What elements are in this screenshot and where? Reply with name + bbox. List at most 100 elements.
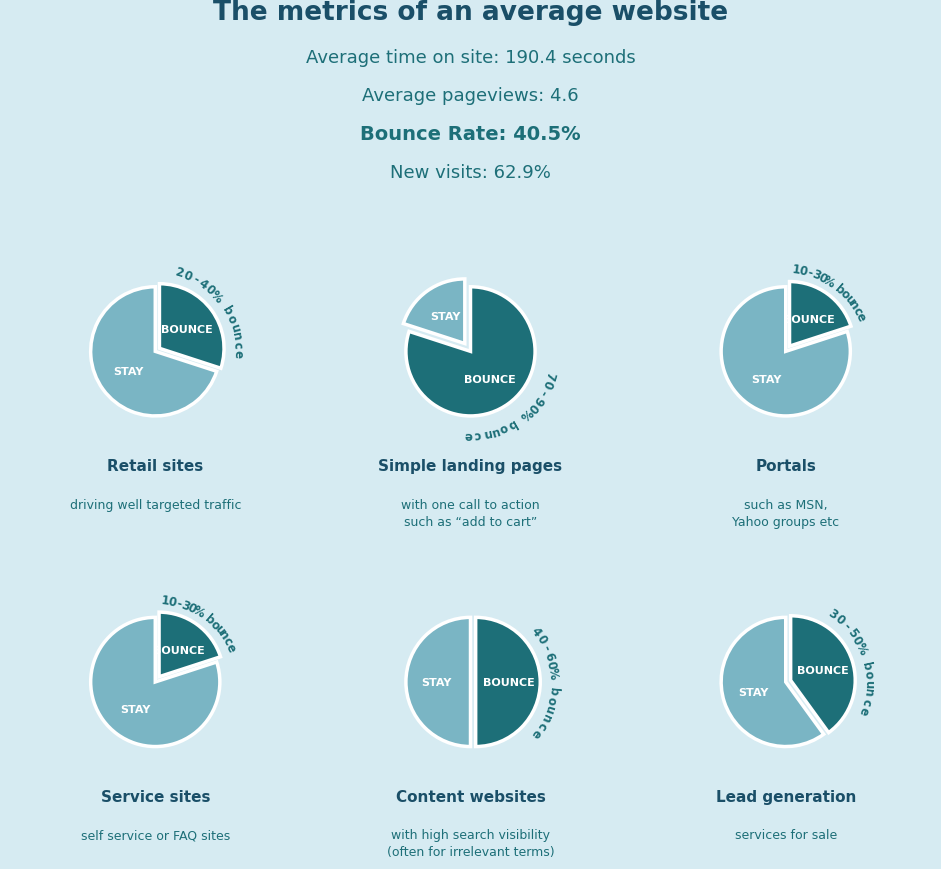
Text: b: b [504,416,518,431]
Text: STAY: STAY [430,312,460,322]
Text: 0: 0 [833,612,847,627]
Text: %: % [208,288,225,305]
Text: -: - [190,273,200,287]
Text: 0: 0 [539,378,554,390]
Text: Average time on site: 190.4 seconds: Average time on site: 190.4 seconds [306,49,635,67]
Text: BOUNCE: BOUNCE [464,374,516,384]
Text: Simple landing pages: Simple landing pages [378,459,563,474]
Text: New visits: 62.9%: New visits: 62.9% [391,163,550,182]
Text: e: e [231,350,245,358]
Text: 0: 0 [167,594,178,608]
Text: 5: 5 [844,626,860,640]
Text: u: u [842,292,857,307]
Text: The metrics of an average website: The metrics of an average website [213,0,728,26]
Text: n: n [230,331,244,342]
Wedge shape [789,282,851,347]
Text: e: e [464,428,472,441]
Wedge shape [790,616,855,733]
Text: 0: 0 [534,633,549,647]
Text: %: % [821,273,837,290]
Text: u: u [862,679,875,687]
Text: e: e [529,726,544,740]
Text: 6: 6 [541,650,556,661]
Text: 0: 0 [850,634,865,647]
Text: 0: 0 [181,269,194,283]
Text: u: u [541,703,556,714]
Text: -: - [839,620,853,632]
Wedge shape [159,284,224,368]
Text: o: o [544,694,558,706]
Text: 0: 0 [185,600,199,616]
Text: BOUNCE: BOUNCE [153,645,205,655]
Text: o: o [837,287,853,302]
Text: 0: 0 [544,659,558,670]
Wedge shape [90,288,216,416]
Text: c: c [473,428,482,441]
Text: STAY: STAY [422,677,452,687]
Text: Content websites: Content websites [395,789,546,804]
Text: e: e [222,640,238,653]
Text: u: u [489,423,501,438]
Text: services for sale: services for sale [735,828,837,841]
Text: -: - [536,387,550,397]
Text: -: - [175,596,183,610]
Text: Average pageviews: 4.6: Average pageviews: 4.6 [362,87,579,105]
Text: b: b [202,612,216,627]
Text: n: n [846,298,861,312]
Text: with high search visibility
(often for irrelevant terms): with high search visibility (often for i… [387,828,554,859]
Text: 1: 1 [161,594,170,607]
Text: STAY: STAY [113,367,143,376]
Text: 0: 0 [798,264,808,278]
Text: o: o [861,670,875,679]
Text: o: o [224,313,239,325]
Text: %: % [546,667,560,680]
Text: -: - [538,642,552,653]
Wedge shape [475,618,540,746]
Text: n: n [861,687,875,697]
Text: Bounce Rate: 40.5%: Bounce Rate: 40.5% [360,125,581,144]
Text: 3: 3 [810,268,822,282]
Text: n: n [537,711,553,724]
Text: BOUNCE: BOUNCE [784,315,836,325]
Text: STAY: STAY [739,687,769,698]
Text: Service sites: Service sites [101,789,210,804]
Text: driving well targeted traffic: driving well targeted traffic [70,498,241,511]
Text: STAY: STAY [120,704,151,714]
Text: Portals: Portals [756,459,816,474]
Text: c: c [219,634,234,647]
Text: n: n [481,426,491,441]
Text: c: c [850,304,865,317]
Text: 9: 9 [531,393,546,407]
Text: u: u [212,622,227,637]
Text: BOUNCE: BOUNCE [161,324,213,335]
Text: 3: 3 [180,598,192,613]
Text: e: e [856,704,871,716]
Text: 7: 7 [542,369,557,381]
Text: b: b [833,282,847,297]
Text: such as MSN,
Yahoo groups etc: such as MSN, Yahoo groups etc [732,498,839,528]
Text: STAY: STAY [751,374,781,384]
Text: e: e [853,310,869,323]
Text: BOUNCE: BOUNCE [484,677,535,687]
Text: 1: 1 [791,263,801,277]
Text: 4: 4 [529,625,544,639]
Text: %: % [190,603,206,620]
Text: 0: 0 [525,400,540,414]
Text: b: b [859,660,874,671]
Text: n: n [215,628,231,642]
Wedge shape [90,618,220,746]
Text: with one call to action
such as “add to cart”: with one call to action such as “add to … [401,498,540,528]
Text: %: % [518,404,534,421]
Text: 2: 2 [173,265,184,280]
Text: 0: 0 [202,282,217,298]
Text: BOUNCE: BOUNCE [797,665,849,675]
Text: c: c [534,719,549,732]
Text: 0: 0 [816,270,829,286]
Text: 3: 3 [825,607,839,621]
Wedge shape [159,613,220,677]
Text: b: b [219,304,234,318]
Text: c: c [859,696,873,706]
Text: o: o [497,420,510,435]
Text: c: c [231,342,245,349]
Wedge shape [721,288,851,416]
